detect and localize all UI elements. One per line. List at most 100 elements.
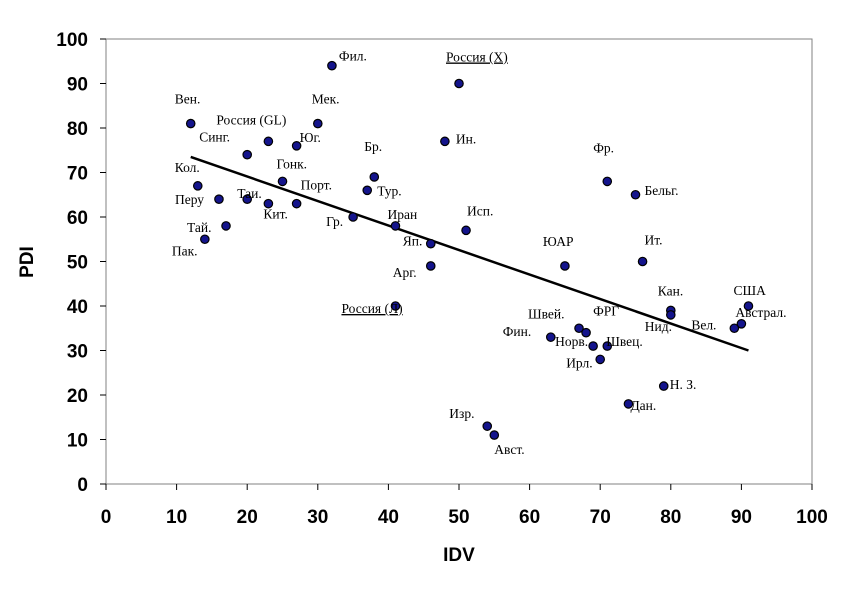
data-point xyxy=(440,136,450,147)
data-point xyxy=(277,176,288,187)
data-point xyxy=(390,301,401,311)
y-tick-label: 10 xyxy=(67,431,88,452)
point-label: Изр. xyxy=(449,406,474,421)
point-label: Бельг. xyxy=(645,183,679,198)
point-label: Гр. xyxy=(326,214,343,229)
point-label: США xyxy=(733,283,766,298)
data-points xyxy=(185,60,754,440)
point-label: Иран xyxy=(387,207,417,222)
point-label: Кол. xyxy=(175,160,200,175)
x-tick-label: 70 xyxy=(590,507,611,528)
data-point xyxy=(637,256,648,267)
data-point xyxy=(482,421,493,431)
data-point xyxy=(390,221,401,231)
point-label: Арг. xyxy=(393,265,417,280)
point-label: Кан. xyxy=(658,283,683,298)
x-tick-label: 0 xyxy=(101,507,112,528)
point-label: Швей. xyxy=(528,306,565,321)
data-point xyxy=(348,212,358,222)
x-axis-title: IDV xyxy=(443,545,475,566)
y-tick-label: 100 xyxy=(56,30,88,51)
y-tick-label: 90 xyxy=(67,75,88,96)
x-tick-label: 30 xyxy=(307,507,328,528)
point-label: Бр. xyxy=(364,139,382,154)
y-tick-label: 20 xyxy=(67,386,88,407)
y-tick-label: 70 xyxy=(67,164,88,185)
point-label: Россия (Л) xyxy=(341,301,402,316)
x-tick-label: 20 xyxy=(237,507,258,528)
y-tick-label: 80 xyxy=(67,119,88,140)
point-label: Фил. xyxy=(339,49,367,64)
point-label: Яп. xyxy=(403,234,423,249)
y-axis-title: PDI xyxy=(17,246,38,278)
point-label: ФРГ xyxy=(593,304,619,319)
data-point xyxy=(602,176,613,187)
data-point xyxy=(623,399,634,409)
data-point xyxy=(574,323,584,334)
y-tick-label: 60 xyxy=(67,208,88,229)
point-label: Австрал. xyxy=(735,305,786,320)
data-point xyxy=(602,341,613,351)
plot-area xyxy=(105,38,813,485)
point-label: Порт. xyxy=(301,178,332,193)
point-label: Нид. xyxy=(645,319,672,334)
point-label: ЮАР xyxy=(543,234,574,249)
x-axis-ticks: 0 10 20 30 40 50 60 70 80 90 100 xyxy=(101,484,828,528)
data-point xyxy=(242,194,252,204)
point-label: Юг. xyxy=(300,130,321,145)
point-label: Россия (X) xyxy=(446,50,508,65)
y-tick-label: 50 xyxy=(67,253,88,274)
point-label: Исп. xyxy=(467,203,493,218)
data-point xyxy=(291,141,302,151)
data-point xyxy=(242,149,252,160)
data-point xyxy=(560,261,570,271)
point-label: Швец. xyxy=(606,334,643,349)
x-tick-label: 40 xyxy=(378,507,399,528)
data-point xyxy=(729,323,740,334)
data-point xyxy=(312,118,323,129)
data-point xyxy=(588,341,598,351)
point-label: Мек. xyxy=(312,92,340,107)
data-point xyxy=(200,234,210,245)
data-point xyxy=(743,301,754,311)
data-point xyxy=(454,78,464,89)
data-point xyxy=(263,198,274,209)
point-label: Россия (GL) xyxy=(216,112,286,127)
data-point xyxy=(214,194,224,204)
data-point xyxy=(425,238,436,249)
point-label: Таи. xyxy=(237,186,262,201)
data-point xyxy=(595,354,605,365)
x-tick-label: 100 xyxy=(796,507,828,528)
point-label: Фр. xyxy=(593,140,614,155)
point-labels: Фил. Россия (X) Вен. Мек. Россия (GL) Юг. Синг… xyxy=(172,49,787,457)
x-tick-label: 90 xyxy=(731,507,752,528)
point-label: Норв. xyxy=(555,334,588,349)
point-label: Ит. xyxy=(645,233,663,248)
y-tick-label: 30 xyxy=(67,342,88,363)
data-point xyxy=(581,327,591,338)
point-label: Дан. xyxy=(630,398,656,413)
y-axis-ticks: 0 10 20 30 40 50 60 70 80 90 100 xyxy=(56,30,106,496)
x-tick-label: 10 xyxy=(166,507,187,528)
point-label: Фин. xyxy=(503,324,532,339)
point-label: Н. З. xyxy=(670,377,697,392)
point-label: Тай. xyxy=(187,220,212,235)
y-tick-label: 0 xyxy=(77,475,88,496)
data-point xyxy=(425,261,436,271)
y-tick-label: 40 xyxy=(67,297,88,318)
point-label: Перу xyxy=(175,192,204,207)
data-point xyxy=(489,430,500,440)
data-point xyxy=(221,221,231,231)
x-tick-label: 60 xyxy=(519,507,540,528)
data-point xyxy=(362,185,373,196)
x-tick-label: 80 xyxy=(660,507,681,528)
point-label: Кит. xyxy=(263,207,288,222)
data-point xyxy=(545,332,556,342)
data-point xyxy=(192,181,203,191)
point-label: Ирл. xyxy=(566,355,592,370)
point-label: Вел. xyxy=(691,317,716,332)
data-point xyxy=(291,198,302,209)
point-label: Пак. xyxy=(172,243,198,258)
